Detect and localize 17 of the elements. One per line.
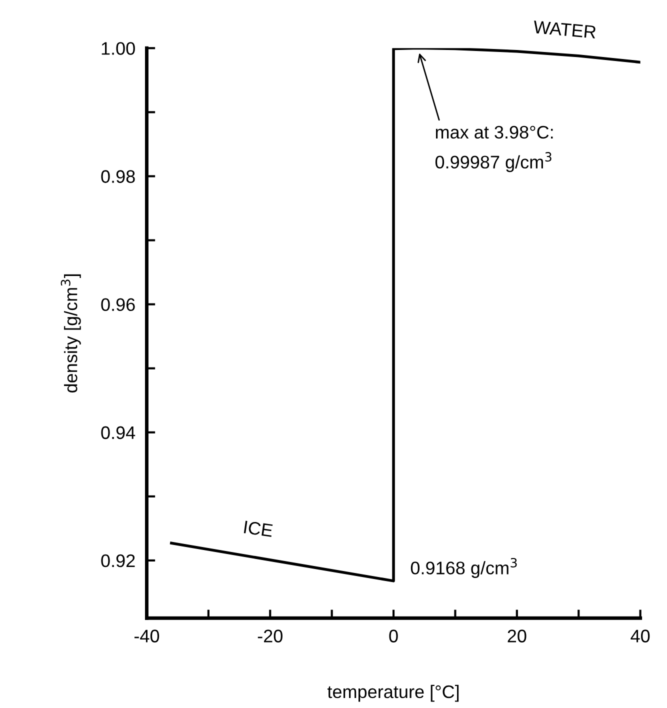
y-tick-label: 0.98 (101, 170, 135, 183)
x-tick-label: 20 (508, 630, 526, 642)
x-tick-label: -40 (134, 630, 160, 642)
y-tick-label: 0.94 (101, 426, 136, 440)
y-tick-label: 0.96 (101, 298, 135, 312)
annotation: 0.9168 g/cm$^{3}$ (410, 558, 517, 578)
x-axis-title: temperature [°C] (327, 684, 459, 702)
x-tick-label: 40 (630, 630, 650, 642)
x-tick-label: -20 (258, 630, 282, 642)
x-tick-label: 0 (389, 630, 398, 642)
y-axis-title: density [g/cm$^{3}$] (60, 274, 81, 392)
annotation: ICE (244, 520, 274, 538)
annotation: max at 3.98°C: 0.99987 g/cm$^{3}$ (435, 126, 553, 172)
text: WATER (533, 20, 596, 38)
y-tick-label: 0.92 (101, 554, 135, 568)
line-series (170, 48, 640, 582)
y-tick-label: 1.00 (102, 42, 135, 55)
